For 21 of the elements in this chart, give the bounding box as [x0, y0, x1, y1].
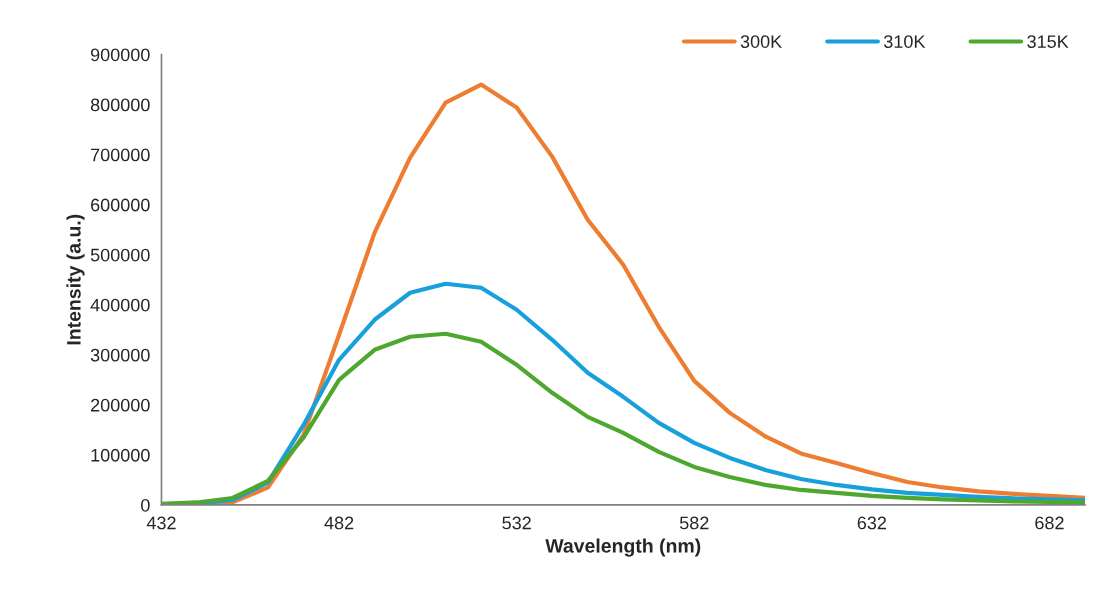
y-tick-label: 500000 — [90, 248, 150, 262]
legend-label: 310K — [883, 35, 926, 48]
y-tick-label: 900000 — [90, 48, 150, 62]
y-axis-title: Intensity (a.u.) — [66, 214, 85, 345]
y-tick-label: 300000 — [90, 348, 150, 362]
y-tick-label: 600000 — [91, 198, 150, 212]
y-tick-label: 800000 — [90, 98, 150, 112]
x-tick-label: 582 — [679, 516, 709, 530]
x-tick-label: 432 — [146, 516, 176, 530]
y-tick-label: 700000 — [91, 148, 150, 162]
x-axis-title: Wavelength (nm) — [545, 538, 701, 557]
legend-label: 315K — [1027, 35, 1069, 48]
legend-label: 300K — [740, 35, 782, 48]
x-tick-label: 682 — [1035, 516, 1064, 530]
y-tick-label: 200000 — [91, 398, 150, 412]
x-tick-label: 632 — [857, 516, 887, 530]
x-tick-label: 532 — [502, 516, 531, 530]
y-tick-label: 100000 — [91, 448, 150, 462]
y-tick-label: 400000 — [90, 298, 150, 312]
y-tick-label: 0 — [141, 498, 150, 512]
x-tick-label: 482 — [324, 516, 354, 530]
